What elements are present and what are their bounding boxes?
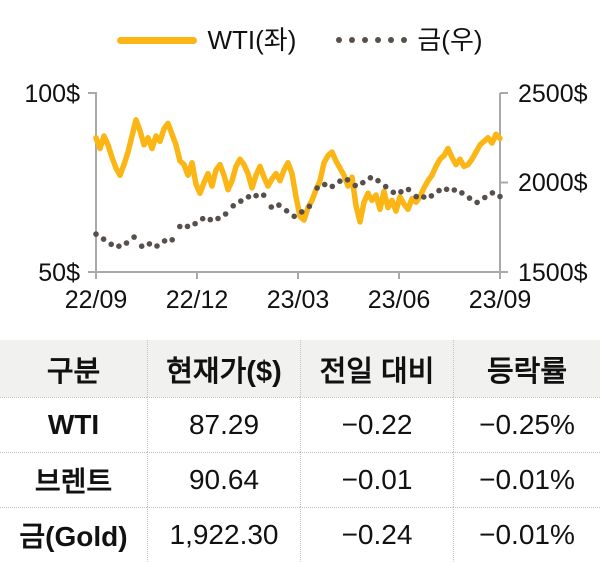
gold-dot	[154, 243, 160, 249]
table-header-pct: 등락률	[453, 340, 600, 397]
table-row-wti-pct: −0.25%	[453, 397, 600, 452]
gold-dot	[459, 190, 465, 196]
table-row-gold-change: −0.24	[300, 507, 453, 562]
gold-dot	[131, 234, 137, 240]
gold-dot	[138, 243, 145, 249]
gold-dot	[260, 192, 267, 198]
price-table: 구분 현재가($) 전일 대비 등락률 WTI 87.29 −0.22 −0.2…	[0, 340, 600, 562]
gold-dot	[184, 223, 191, 230]
right-axis-label-mid: 2000$	[518, 169, 588, 197]
gold-dot	[360, 179, 366, 186]
left-axis-label-bottom: 50$	[38, 259, 80, 287]
table-row-brent-pct: −0.01%	[453, 452, 600, 507]
gold-dot	[169, 237, 175, 243]
gold-dots-swatch-icon	[336, 37, 408, 43]
gold-dot	[245, 194, 252, 200]
gold-dot	[382, 183, 389, 190]
x-axis-label: 23/03	[267, 286, 330, 314]
legend-item-wti: WTI(좌)	[117, 27, 296, 53]
gold-dot	[306, 203, 313, 210]
x-axis-label: 23/09	[469, 286, 532, 314]
left-axis-label-top: 100$	[24, 80, 80, 108]
gold-dot	[497, 193, 503, 200]
table-row-gold-price: 1,922.30	[147, 507, 300, 562]
gold-dot	[116, 243, 122, 249]
table-row-wti-change: −0.22	[300, 397, 453, 452]
right-axis-label-top: 2500$	[518, 80, 588, 108]
gold-dot	[421, 194, 427, 200]
table-row-brent-name: 브렌트	[0, 452, 147, 507]
gold-dot	[215, 215, 221, 222]
dual-axis-line-chart: 100$ 50$ 2500$ 2000$ 1500$ 22/09 22/12 23/…	[24, 80, 588, 314]
table-header-change: 전일 대비	[300, 340, 453, 397]
gold-dot	[123, 240, 130, 246]
gold-dot	[443, 186, 450, 193]
gold-dot	[413, 193, 420, 200]
table-header-price: 현재가($)	[147, 340, 300, 397]
gold-dot	[100, 236, 107, 242]
gold-dot	[230, 203, 236, 209]
wti-line-swatch-icon	[117, 36, 198, 44]
gold-dot	[253, 192, 259, 199]
legend-item-gold: 금(우)	[336, 25, 483, 55]
gold-dot	[344, 177, 351, 183]
gold-dot	[199, 215, 206, 222]
legend-label-wti: WTI(좌)	[207, 25, 297, 55]
left-y-axis	[88, 92, 97, 272]
gold-dot	[314, 185, 320, 191]
legend-label-gold: 금(우)	[417, 25, 483, 55]
right-axis-label-bottom: 1500$	[518, 259, 588, 287]
gold-dot	[428, 193, 435, 199]
table-row-brent-change: −0.01	[300, 452, 453, 507]
chart-legend: WTI(좌) 금(우)	[0, 22, 600, 58]
gold-dot	[466, 195, 473, 201]
gold-dot	[177, 223, 183, 230]
x-axis-labels: 22/09 22/12 23/03 23/06 23/09	[65, 286, 532, 314]
gold-dot	[367, 175, 374, 181]
gold-dot	[482, 194, 488, 201]
table-row-gold-pct: −0.01%	[453, 507, 600, 562]
gold-dot	[474, 199, 480, 206]
gold-dot	[390, 189, 397, 196]
chart-series	[93, 117, 503, 249]
table-row-brent-price: 90.64	[147, 452, 300, 507]
table-row-wti-price: 87.29	[147, 397, 300, 452]
gold-dot	[489, 190, 496, 196]
gold-dot	[146, 241, 153, 247]
gold-dot	[222, 211, 229, 217]
gold-dot	[405, 186, 412, 193]
gold-dot	[276, 202, 282, 208]
gold-dot	[451, 187, 458, 193]
gold-dot	[207, 216, 214, 223]
x-axis-label: 22/09	[65, 286, 128, 314]
table-row-wti-name: WTI	[0, 397, 147, 452]
wti-line	[93, 117, 503, 225]
gold-dot	[291, 213, 298, 220]
gold-dot	[436, 187, 442, 194]
gold-dot	[108, 241, 114, 248]
gold-dot	[337, 178, 343, 184]
gold-dot	[398, 189, 404, 195]
gold-dot	[93, 231, 99, 237]
gold-dot	[238, 198, 244, 204]
gold-dot	[299, 209, 305, 215]
x-axis-label: 22/12	[166, 286, 229, 314]
gold-dot	[192, 220, 198, 227]
chart-axes	[88, 92, 508, 279]
gold-dot	[283, 208, 290, 214]
table-header-category: 구분	[0, 340, 147, 397]
gold-dot	[352, 182, 359, 189]
gold-dot	[268, 204, 275, 210]
gold-dot	[161, 238, 168, 244]
right-axis-ticks	[500, 92, 508, 273]
gold-dot	[329, 183, 336, 190]
gold-dot	[375, 177, 381, 184]
x-axis-label: 23/06	[368, 286, 431, 314]
gold-dot	[321, 181, 328, 188]
table-row-gold-name: 금(Gold)	[0, 507, 147, 562]
